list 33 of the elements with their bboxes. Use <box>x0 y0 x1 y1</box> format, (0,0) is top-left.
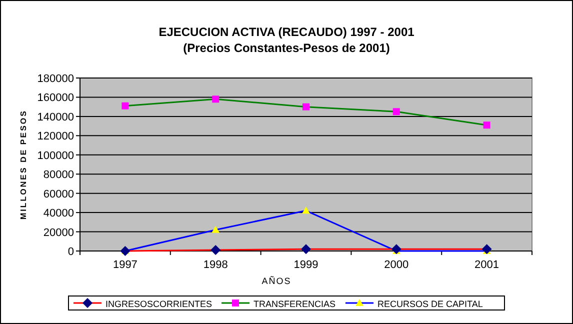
y-tick-label: 60000 <box>43 188 74 200</box>
y-tick-label: 80000 <box>43 169 74 182</box>
point <box>302 206 310 214</box>
point <box>302 103 310 110</box>
x-tick-label: 1997 <box>112 259 138 271</box>
point <box>212 96 220 103</box>
y-tick-label: 160000 <box>37 92 74 104</box>
y-tick-label: 140000 <box>37 111 74 124</box>
y-tick-label: 100000 <box>37 150 74 162</box>
point <box>483 122 490 129</box>
legend-label: TRANSFERENCIAS <box>254 299 336 309</box>
x-tick-label: 2001 <box>474 259 500 271</box>
y-tick-label: 40000 <box>43 208 74 220</box>
y-axis-title: MILLONES DE PESOS <box>19 110 28 220</box>
chart-subtitle: (Precios Constantes-Pesos de 2001) <box>183 41 390 55</box>
x-tick-label: 2000 <box>384 259 409 271</box>
x-tick-label: 1998 <box>203 259 228 271</box>
y-tick-label: 0 <box>68 246 74 258</box>
chart-title: EJECUCION ACTIVA (RECAUDO) 1997 - 2001 <box>158 25 415 39</box>
point <box>392 108 400 116</box>
legend-label: RECURSOS DE CAPITAL <box>378 299 483 309</box>
point <box>391 244 402 254</box>
y-tick-label: 120000 <box>37 130 74 143</box>
point <box>212 226 220 233</box>
x-axis-title: AÑOS <box>262 276 292 286</box>
legend-label: INGRESOSCORRIENTES <box>106 299 212 309</box>
y-tick-label: 180000 <box>37 73 74 85</box>
point <box>210 245 221 256</box>
point <box>122 102 129 110</box>
y-tick-label: 20000 <box>43 226 74 239</box>
point <box>301 244 311 254</box>
point <box>482 244 492 254</box>
x-tick-label: 1999 <box>294 259 318 271</box>
